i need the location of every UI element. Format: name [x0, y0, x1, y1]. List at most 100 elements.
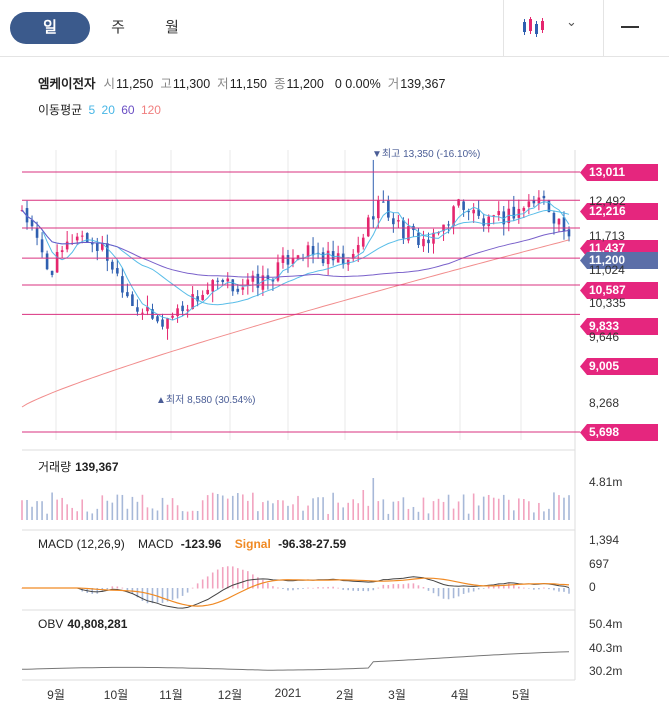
period-tab-week[interactable]: 주 — [111, 19, 125, 36]
macd-hist-bar — [136, 588, 139, 598]
price-tick: 10,335 — [589, 296, 626, 310]
chevron-down-icon[interactable]: ⌄ — [566, 14, 577, 29]
macd-hist-bar — [507, 583, 510, 589]
x-tick: 2월 — [336, 688, 354, 702]
volume-bar — [282, 500, 284, 520]
candlestick-icon[interactable] — [522, 16, 546, 38]
macd-hist-bar — [196, 583, 199, 589]
macd-hist-bar — [452, 588, 455, 599]
candle-body — [492, 215, 496, 217]
macd-hist-bar — [146, 588, 149, 604]
macd-hist-bar — [91, 588, 94, 594]
volume-bar — [71, 507, 73, 520]
volume-bar — [61, 497, 63, 520]
macd-hist-bar — [181, 588, 184, 596]
toolbar-divider — [503, 0, 504, 56]
low-label: 저 — [217, 77, 229, 91]
volume-bar — [452, 508, 455, 520]
candle-body — [271, 279, 275, 282]
volume-bar — [322, 497, 324, 520]
macd-hist-bar — [106, 588, 109, 590]
volume-bar — [161, 497, 164, 520]
volume-bar — [166, 504, 169, 520]
macd-hist-bar — [342, 588, 344, 590]
period-tab-month[interactable]: 월 — [165, 19, 179, 36]
macd-hist-bar — [166, 588, 169, 602]
volume-bar — [46, 513, 48, 520]
candle-body — [557, 218, 561, 225]
volume-bar — [106, 500, 109, 520]
ma-5: 5 — [88, 103, 96, 117]
volume-bar — [267, 500, 269, 520]
price-tick: 8,268 — [589, 396, 620, 410]
menu-icon[interactable] — [621, 26, 639, 28]
candle-body — [196, 296, 199, 302]
volume-bar — [21, 500, 23, 520]
volume-bar — [512, 510, 515, 520]
volume-bar — [181, 511, 184, 520]
volume-bar — [342, 507, 344, 520]
volume-bar — [216, 493, 219, 520]
candle-body — [121, 276, 124, 293]
volume-bar — [472, 493, 475, 520]
high-value: 11,300 — [172, 77, 211, 91]
candle-body — [356, 245, 360, 253]
volume-bar — [141, 494, 144, 520]
macd-hist-bar — [141, 588, 144, 601]
volume-bars — [21, 478, 570, 520]
volume-bar — [402, 497, 405, 520]
volume-bar — [558, 495, 560, 520]
volume-bar — [226, 498, 229, 520]
candle-body — [462, 201, 465, 210]
close-value: 11,200 — [286, 77, 324, 91]
macd-hist-bar — [523, 587, 525, 589]
macd-hist-bar — [226, 566, 229, 589]
volume-bar — [176, 505, 179, 520]
volume-bar — [417, 511, 420, 520]
volume-bar — [482, 496, 485, 520]
period-tab-day[interactable]: 일 — [10, 12, 90, 44]
macd-hist-bar — [457, 588, 460, 597]
change-value: 0 0.00% — [334, 77, 381, 91]
candle-body — [527, 201, 531, 207]
macd-hist-bar — [372, 588, 375, 591]
high-label: 고 — [160, 77, 172, 91]
ma-120: 120 — [140, 103, 161, 117]
candle-body — [246, 279, 250, 285]
macd-hist-bar — [442, 588, 445, 599]
ma-label: 이동평균 — [38, 103, 83, 117]
candle-body — [467, 211, 470, 213]
volume-bar — [357, 503, 360, 520]
volume-bar — [502, 494, 505, 520]
volume-bar — [372, 478, 375, 520]
volume-bar — [497, 498, 500, 520]
macd-hist-bar — [317, 587, 319, 589]
ma-line-120 — [21, 239, 570, 408]
volume-bar — [432, 501, 435, 520]
volume-bar — [477, 505, 480, 520]
volume-bar — [457, 501, 460, 520]
macd-hist-bar — [332, 586, 334, 589]
volume-bar — [352, 499, 355, 520]
macd-hist-bar — [211, 572, 214, 589]
macd-hist-bar — [161, 588, 164, 603]
volume-label: 거 — [387, 77, 400, 91]
macd-hist-bar — [282, 588, 284, 590]
signal-line — [22, 577, 570, 607]
candle-body — [306, 245, 310, 258]
volume-bar — [392, 501, 395, 520]
volume-bar — [533, 512, 535, 520]
volume-bar — [292, 504, 294, 520]
volume-bar — [367, 505, 370, 520]
macd-hist-bar — [322, 587, 324, 589]
volume-bar — [41, 501, 43, 520]
macd-hist-bar — [462, 588, 465, 594]
candle-body — [45, 253, 49, 270]
candle-body — [417, 232, 420, 246]
macd-hist-bar — [563, 588, 565, 592]
macd-hist-bar — [302, 588, 304, 589]
moving-average-legend[interactable]: 이동평균 5 20 60 120 — [38, 101, 164, 118]
candle-body — [457, 199, 460, 206]
macd-hist-bar — [477, 588, 480, 590]
